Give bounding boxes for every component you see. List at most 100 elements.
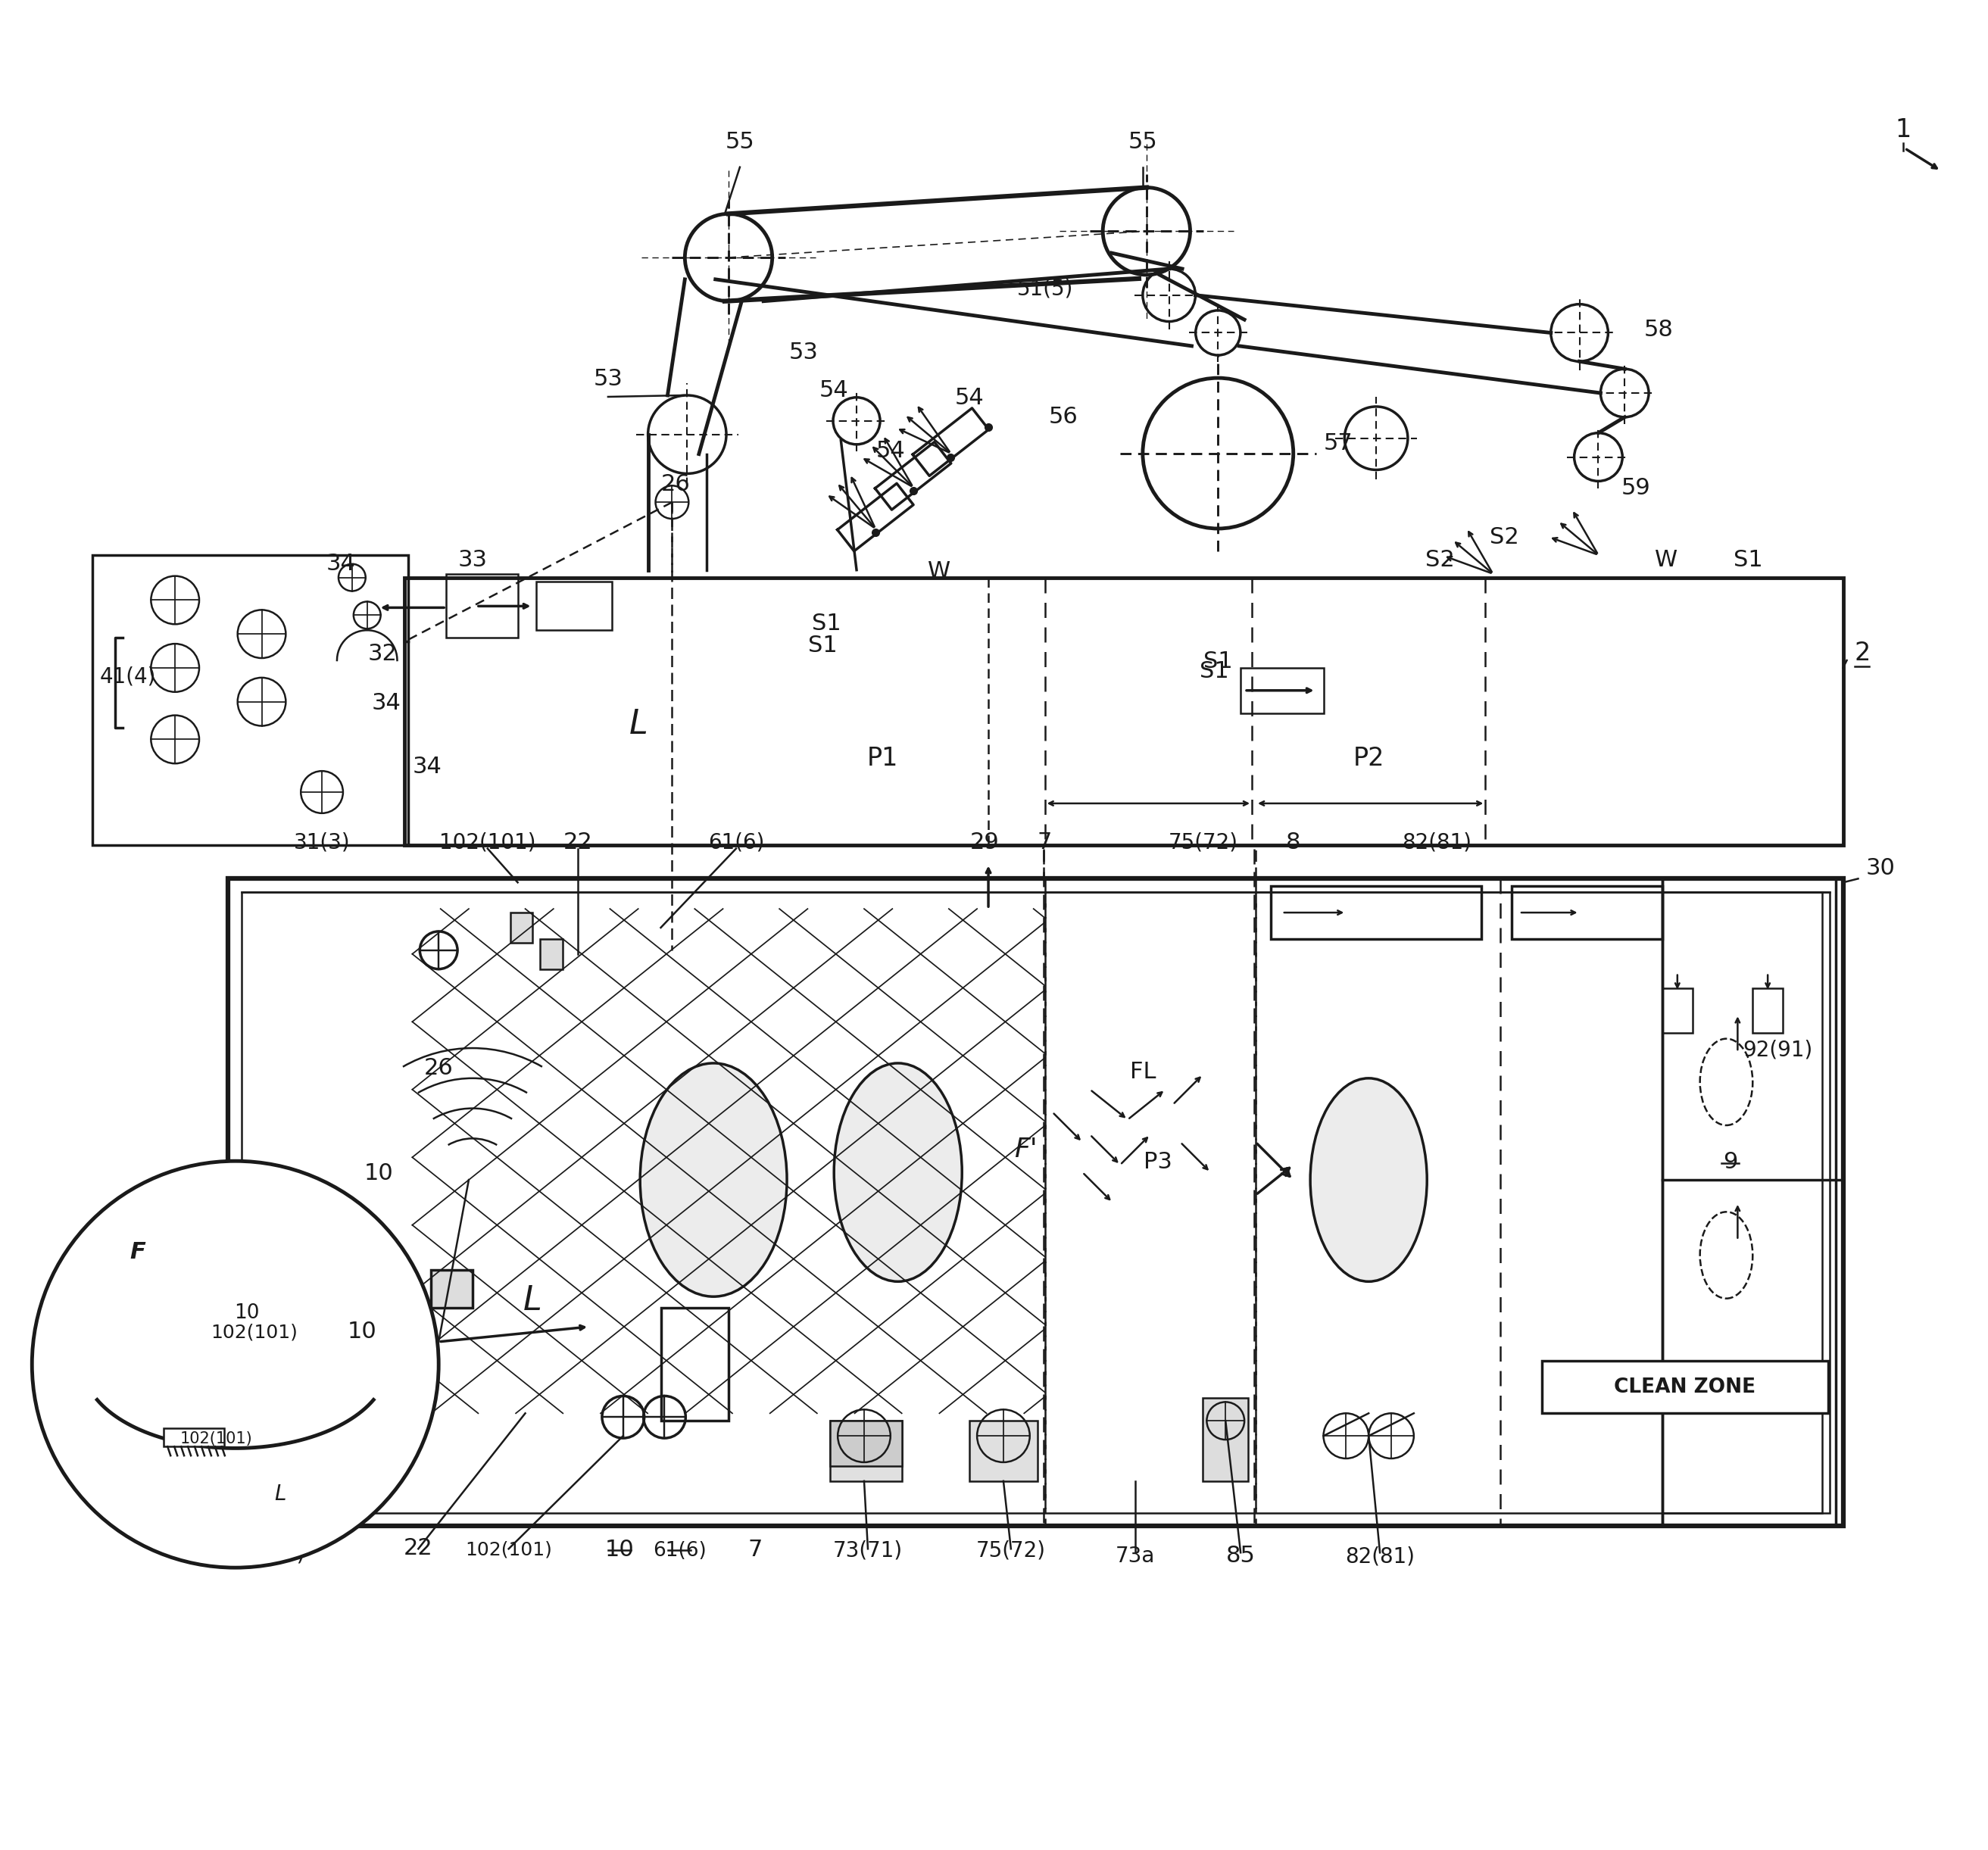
Bar xyxy=(431,1271,473,1308)
Text: L: L xyxy=(523,1284,543,1317)
Bar xyxy=(229,879,1843,1526)
Text: F: F xyxy=(720,1138,738,1162)
Text: 26: 26 xyxy=(662,474,690,496)
Text: L: L xyxy=(628,709,648,740)
Text: 102(101): 102(101) xyxy=(465,1541,553,1560)
Bar xyxy=(1662,879,1835,1526)
Ellipse shape xyxy=(1310,1079,1427,1282)
Text: 9: 9 xyxy=(1724,1151,1738,1173)
Text: 59: 59 xyxy=(1622,477,1650,500)
Text: 75(72): 75(72) xyxy=(976,1539,1046,1561)
Text: 102(101): 102(101) xyxy=(439,833,537,853)
Text: S1: S1 xyxy=(1199,660,1229,683)
Text: 10: 10 xyxy=(604,1539,634,1561)
Bar xyxy=(511,912,533,943)
Text: W: W xyxy=(1654,549,1678,572)
Text: 102(101): 102(101) xyxy=(211,1323,298,1341)
Text: 7: 7 xyxy=(1038,831,1052,853)
Bar xyxy=(241,892,1829,1513)
Text: 10: 10 xyxy=(235,1304,258,1323)
Text: S1: S1 xyxy=(1203,651,1233,672)
Ellipse shape xyxy=(835,1064,962,1282)
Text: 34: 34 xyxy=(414,757,441,777)
Text: 10: 10 xyxy=(348,1321,376,1343)
Text: 61(6): 61(6) xyxy=(652,1541,706,1561)
Bar xyxy=(970,1421,1038,1482)
Text: 75(72): 75(72) xyxy=(1169,833,1239,853)
Text: 53: 53 xyxy=(592,368,622,390)
Text: P3: P3 xyxy=(1143,1151,1173,1173)
Text: F': F' xyxy=(1014,1138,1038,1162)
Bar xyxy=(1753,988,1783,1032)
Bar xyxy=(445,574,517,638)
Bar xyxy=(541,940,563,969)
Text: S1: S1 xyxy=(811,612,841,635)
Text: FL: FL xyxy=(1129,1060,1155,1082)
Text: 51(5): 51(5) xyxy=(1016,279,1074,300)
Text: 102(101): 102(101) xyxy=(181,1432,252,1447)
Text: 22: 22 xyxy=(404,1537,433,1560)
Text: 54: 54 xyxy=(954,387,984,409)
Bar xyxy=(1662,1180,1821,1513)
Text: 2: 2 xyxy=(1855,640,1871,666)
Bar xyxy=(537,581,612,631)
Text: 8: 8 xyxy=(1286,831,1300,853)
Text: 34: 34 xyxy=(372,692,402,714)
Text: L: L xyxy=(274,1484,286,1504)
Text: P1: P1 xyxy=(883,1145,914,1169)
Bar xyxy=(1511,886,1662,940)
Bar xyxy=(1662,892,1821,1180)
Bar xyxy=(406,577,1843,845)
Text: 1: 1 xyxy=(1895,117,1910,142)
Text: 29: 29 xyxy=(970,831,1000,853)
Text: S2: S2 xyxy=(1425,549,1455,572)
Bar xyxy=(163,1428,225,1447)
Text: 33: 33 xyxy=(457,549,487,572)
Text: CLEAN ZONE: CLEAN ZONE xyxy=(1614,1376,1755,1397)
Bar xyxy=(1662,988,1692,1032)
Text: 61(6): 61(6) xyxy=(708,833,763,853)
Text: 54: 54 xyxy=(877,440,905,462)
Text: S1: S1 xyxy=(1734,549,1763,572)
Text: W: W xyxy=(928,561,950,583)
Text: S1: S1 xyxy=(807,635,837,657)
Text: S2: S2 xyxy=(1489,525,1519,548)
Text: 56: 56 xyxy=(1050,405,1077,427)
Text: 82(81): 82(81) xyxy=(1346,1547,1415,1567)
Text: 55: 55 xyxy=(1127,131,1157,154)
Text: 54: 54 xyxy=(819,379,849,401)
Text: 10: 10 xyxy=(364,1162,394,1184)
Text: 22: 22 xyxy=(563,831,592,853)
Text: 57: 57 xyxy=(1324,433,1354,453)
Text: 26: 26 xyxy=(423,1056,453,1079)
Text: 58: 58 xyxy=(1644,320,1674,340)
Bar xyxy=(831,1421,903,1482)
Text: 53: 53 xyxy=(789,342,819,364)
Text: P2: P2 xyxy=(1354,1145,1384,1169)
Text: F: F xyxy=(129,1241,145,1264)
Bar xyxy=(1543,1360,1829,1413)
Text: P2: P2 xyxy=(1354,746,1384,771)
Bar xyxy=(91,555,408,845)
Text: 31(3): 31(3) xyxy=(294,833,350,853)
Bar xyxy=(1270,886,1481,940)
Text: 92(91): 92(91) xyxy=(1743,1040,1813,1060)
Text: 30: 30 xyxy=(1867,858,1895,879)
Circle shape xyxy=(32,1162,439,1567)
Text: 7: 7 xyxy=(747,1539,761,1561)
Text: P1: P1 xyxy=(867,746,899,771)
Ellipse shape xyxy=(640,1064,787,1297)
Text: 73(71): 73(71) xyxy=(833,1539,903,1561)
Bar xyxy=(1241,668,1324,712)
Bar xyxy=(660,1308,728,1421)
Text: 21(2): 21(2) xyxy=(248,1543,304,1565)
Text: 32: 32 xyxy=(368,644,398,664)
Text: 55: 55 xyxy=(726,131,755,154)
Text: 85: 85 xyxy=(1227,1545,1254,1567)
Text: 73a: 73a xyxy=(1115,1547,1155,1567)
Text: 41(4): 41(4) xyxy=(99,666,157,688)
Text: 82(81): 82(81) xyxy=(1402,833,1471,853)
Text: 34: 34 xyxy=(326,553,356,575)
Bar xyxy=(831,1421,903,1465)
Bar xyxy=(1203,1399,1248,1482)
